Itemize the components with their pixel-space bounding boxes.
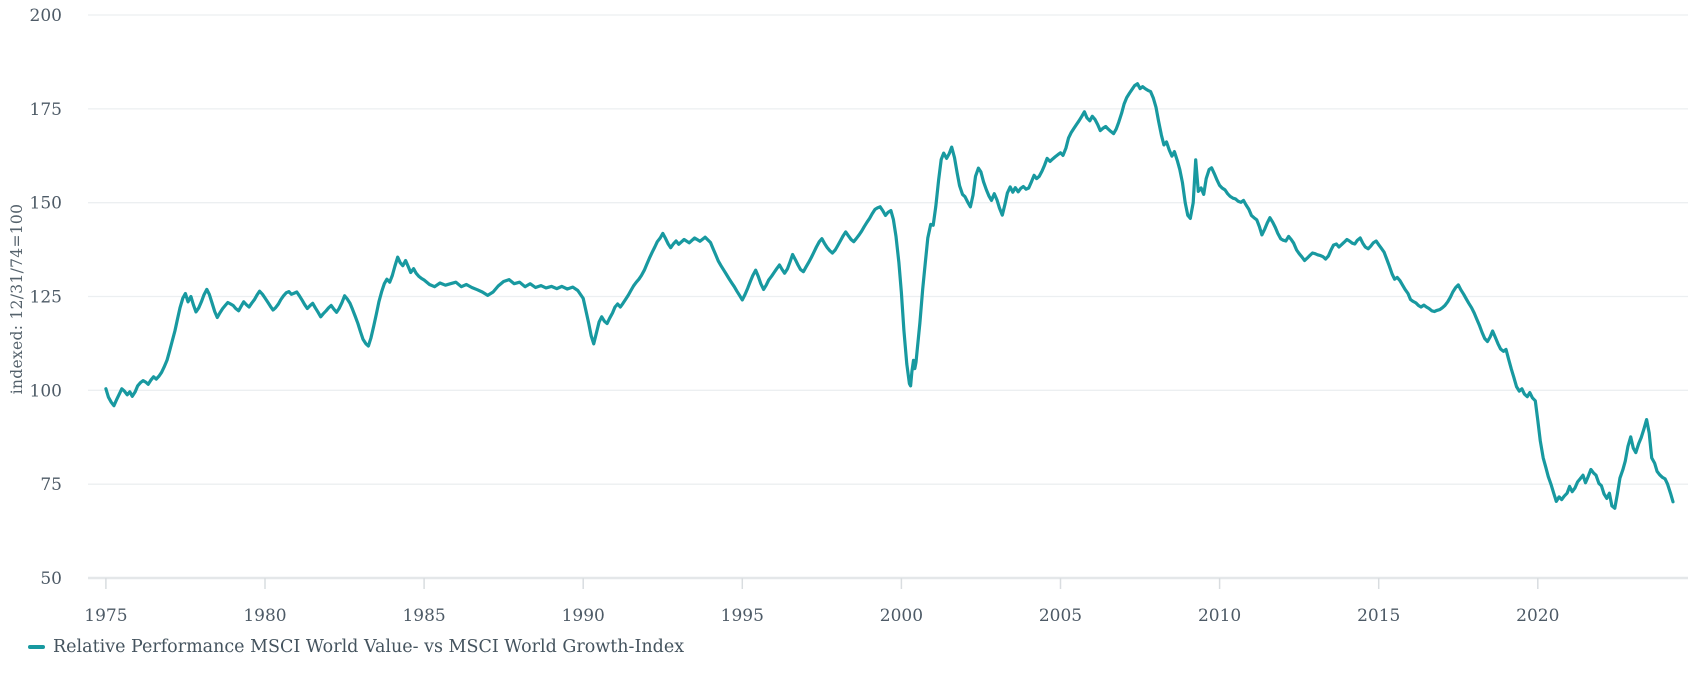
y-tick-label-200: 200: [30, 6, 62, 26]
y-tick-label-75: 75: [40, 475, 62, 495]
series-line-relative-performance: [104, 82, 1675, 510]
y-tick-label-50: 50: [40, 569, 62, 589]
legend-line-swatch: [28, 644, 45, 650]
x-tick-label-1985: 1985: [402, 606, 445, 626]
x-tick-label-2015: 2015: [1357, 606, 1400, 626]
y-axis-title: indexed: 12/31/74=100: [8, 203, 26, 395]
y-tick-label-175: 175: [30, 100, 62, 120]
y-tick-label-125: 125: [30, 288, 62, 308]
y-tick-label-150: 150: [30, 194, 62, 214]
x-tick-label-2005: 2005: [1039, 606, 1082, 626]
x-tick-label-2000: 2000: [880, 606, 923, 626]
x-tick-label-1980: 1980: [243, 606, 286, 626]
x-tick-label-2010: 2010: [1198, 606, 1241, 626]
x-tick-label-1975: 1975: [84, 606, 127, 626]
x-tick-label-1995: 1995: [721, 606, 764, 626]
x-tick-label-1990: 1990: [562, 606, 605, 626]
legend-label: Relative Performance MSCI World Value- v…: [53, 637, 685, 657]
legend: Relative Performance MSCI World Value- v…: [28, 637, 684, 657]
x-tick-label-2020: 2020: [1516, 606, 1559, 626]
y-tick-label-100: 100: [30, 381, 62, 401]
